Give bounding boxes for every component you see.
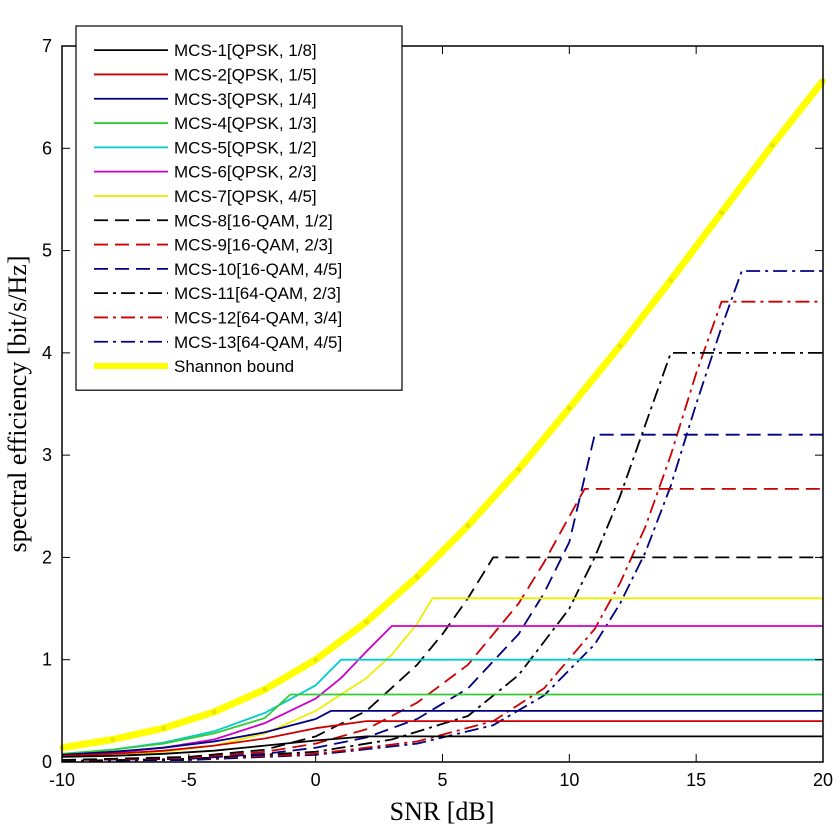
y-tick-label: 7 (42, 36, 52, 56)
series-point (769, 142, 775, 148)
legend-label: Shannon bound (174, 357, 294, 376)
y-tick-label: 2 (42, 547, 52, 567)
series-line (61, 556, 823, 761)
legend-box (75, 25, 403, 391)
legend-label: MCS-5[QPSK, 1/2] (174, 138, 317, 157)
legend-label: MCS-13[64-QAM, 4/5] (174, 333, 342, 352)
y-tick-label: 6 (42, 138, 52, 158)
legend-label: MCS-12[64-QAM, 3/4] (174, 308, 342, 327)
series-point (617, 343, 623, 349)
series-point (110, 736, 116, 742)
series-line (61, 735, 823, 758)
series-line (61, 433, 823, 761)
x-tick-label: -10 (49, 770, 75, 790)
series-point (566, 405, 572, 411)
series-layer (59, 78, 826, 762)
series-line (61, 270, 823, 762)
x-axis-label: SNR [dB] (390, 797, 495, 826)
legend-label: MCS-2[QPSK, 1/5] (174, 65, 317, 84)
series-line (61, 487, 823, 761)
y-tick-label: 5 (42, 241, 52, 261)
x-tick-label: 15 (686, 770, 706, 790)
x-tick-label: 5 (437, 770, 447, 790)
x-tick-label: -5 (181, 770, 197, 790)
legend-label: MCS-10[16-QAM, 4/5] (174, 260, 342, 279)
series-line (61, 300, 823, 762)
y-tick-label: 0 (42, 752, 52, 772)
legend-label: MCS-11[64-QAM, 2/3] (174, 284, 341, 303)
legend-label: MCS-3[QPSK, 1/4] (174, 90, 317, 109)
series-line (61, 351, 823, 762)
series-point (313, 657, 319, 663)
legend-label: MCS-8[16-QAM, 1/2] (174, 211, 333, 230)
series-point (465, 523, 471, 529)
series-point (262, 686, 268, 692)
legend-label: MCS-6[QPSK, 2/3] (174, 163, 317, 182)
series-line (61, 720, 823, 757)
series-line (61, 693, 823, 755)
series-point (668, 277, 674, 283)
y-tick-label: 1 (42, 650, 52, 670)
x-tick-label: 10 (559, 770, 579, 790)
series-line (61, 78, 826, 752)
legend-label: MCS-1[QPSK, 1/8] (174, 41, 317, 60)
series-point (211, 709, 217, 715)
series-line (61, 710, 823, 756)
x-tick-label: 20 (813, 770, 833, 790)
legend-label: MCS-7[QPSK, 4/5] (174, 187, 317, 206)
series-point (516, 466, 522, 472)
series-point (414, 574, 420, 580)
series-point (363, 619, 369, 625)
legend-label: MCS-9[16-QAM, 2/3] (174, 236, 333, 255)
y-axis-label: spectral efficiency [bit/s/Hz] (3, 256, 32, 553)
y-tick-label: 3 (42, 445, 52, 465)
legend-label: MCS-4[QPSK, 1/3] (174, 114, 317, 133)
series-point (160, 725, 166, 731)
x-tick-label: 0 (311, 770, 321, 790)
tick-layer: -10 -5 0 5 10 15 20 0 1 2 3 4 5 6 7 (42, 36, 833, 790)
y-tick-label: 4 (42, 343, 52, 363)
series-line (61, 597, 823, 758)
series-point (719, 210, 725, 216)
legend: MCS-1[QPSK, 1/8] MCS-2[QPSK, 1/5] MCS-3[QP… (75, 25, 403, 391)
